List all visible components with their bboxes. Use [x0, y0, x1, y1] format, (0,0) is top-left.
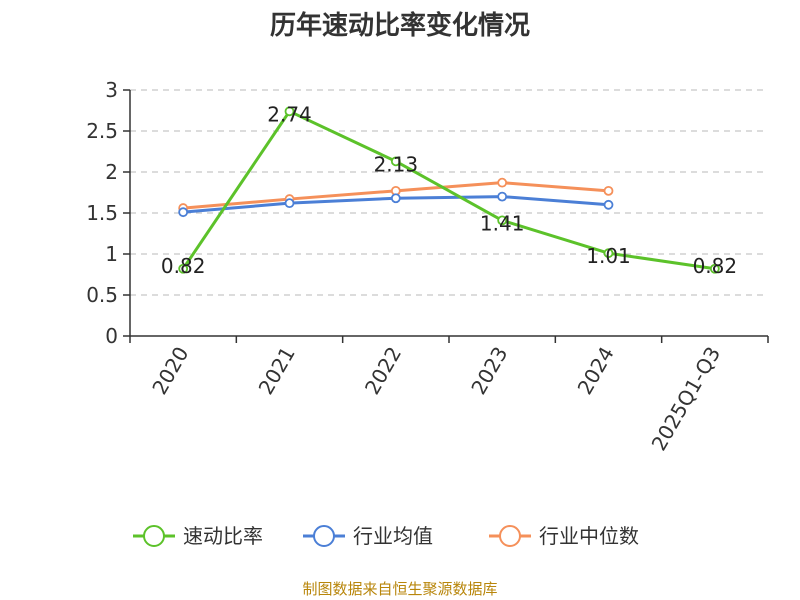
series-0-point[interactable]	[178, 263, 189, 274]
x-tick-label: 2023	[466, 342, 512, 398]
y-tick-label: 1	[105, 242, 118, 266]
x-tick-label: 2025Q1-Q3	[646, 343, 725, 455]
x-tick-label: 2021	[254, 343, 300, 399]
series-1-point[interactable]	[497, 191, 508, 202]
y-tick-label: 2	[105, 160, 118, 184]
series-0-point[interactable]	[390, 156, 401, 167]
data-label: 0.82	[161, 254, 206, 278]
data-label: 2.13	[374, 152, 419, 176]
data-labels: 0.82 2.74 2.13 1.41 1.01 0.82	[161, 102, 737, 277]
y-tick-label: 3	[105, 78, 118, 102]
legend-item-0[interactable]: 速动比率	[133, 524, 263, 548]
data-label: 0.82	[693, 254, 738, 278]
series-0-point[interactable]	[284, 106, 295, 117]
y-tick-label: 1.5	[86, 201, 118, 225]
series-0-point[interactable]	[497, 215, 508, 226]
series-1-point[interactable]	[603, 199, 614, 210]
data-label: 1.01	[586, 244, 631, 268]
chart-title: 历年速动比率变化情况	[270, 10, 530, 41]
series-0-point[interactable]	[709, 263, 720, 274]
series-line-0	[181, 109, 716, 271]
data-label: 2.74	[267, 102, 312, 126]
x-tick-label: 2022	[360, 343, 406, 399]
series-1-point[interactable]	[284, 198, 295, 209]
legend-label: 行业均值	[353, 524, 433, 548]
y-tick-label: 2.5	[86, 119, 118, 143]
x-tick-label: 2024	[573, 343, 619, 399]
series-layer	[178, 106, 720, 274]
legend-label: 行业中位数	[539, 524, 639, 548]
series-0-point[interactable]	[603, 248, 614, 259]
grid	[130, 89, 768, 296]
data-label: 1.41	[480, 211, 525, 235]
x-tick-label: 2020	[147, 343, 193, 399]
y-tick-label: 0.5	[86, 283, 118, 307]
legend-marker	[499, 525, 521, 547]
y-tick-label: 0	[105, 324, 118, 348]
source-note: 制图数据来自恒生聚源数据库	[302, 580, 497, 598]
series-2-point[interactable]	[603, 185, 614, 196]
legend[interactable]: 速动比率 行业均值 行业中位数	[133, 524, 639, 548]
series-2-point[interactable]	[497, 177, 508, 188]
series-1-point[interactable]	[178, 207, 189, 218]
legend-marker	[313, 525, 335, 547]
legend-item-1[interactable]: 行业均值	[303, 524, 433, 548]
legend-label: 速动比率	[183, 524, 263, 548]
legend-item-2[interactable]: 行业中位数	[489, 524, 639, 548]
series-1-point[interactable]	[390, 193, 401, 204]
legend-marker	[143, 525, 165, 547]
